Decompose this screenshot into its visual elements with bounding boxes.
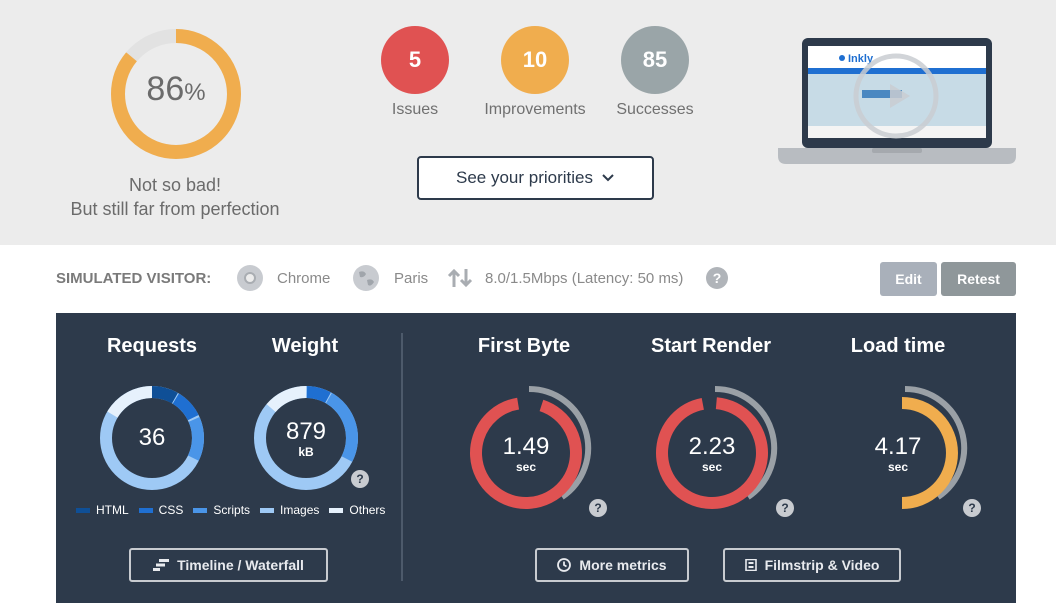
see-priorities-label: See your priorities <box>455 168 593 187</box>
successes-label: Successes <box>616 101 694 118</box>
summary-section: 86% Not so bad! But still far from perfe… <box>0 0 1056 245</box>
chevron-down-icon <box>602 174 614 182</box>
start-render-help-icon[interactable]: ? <box>776 499 794 517</box>
screenshot-logo-text: Inkly <box>848 53 874 65</box>
score-value: 86% <box>146 70 206 108</box>
legend-others: Others <box>329 503 385 517</box>
up-down-arrows-icon <box>447 268 473 288</box>
metrics-panel: Requests 36 Weight 879 kB ? HTML CSS Scr… <box>56 313 1016 603</box>
more-metrics-button[interactable]: More metrics <box>535 548 689 582</box>
clock-icon <box>557 558 572 572</box>
requests-title: Requests <box>106 335 198 357</box>
visitor-help-icon[interactable]: ? <box>706 267 728 289</box>
weight-scripts-segment <box>254 386 358 490</box>
start-render-title: Start Render <box>650 335 772 357</box>
improvements-label: Improvements <box>484 101 586 118</box>
site-screenshot-laptop[interactable]: Inkly <box>778 38 1016 164</box>
location-setting: Paris <box>352 262 428 294</box>
load-time-title: Load time <box>850 335 946 357</box>
filmstrip-video-button[interactable]: Filmstrip & Video <box>723 548 901 582</box>
legend-images: Images <box>260 503 319 517</box>
waterfall-icon <box>153 559 170 571</box>
verdict-line-2: But still far from perfection <box>70 199 280 219</box>
weight-donut <box>254 386 358 490</box>
simulated-visitor-row: SIMULATED VISITOR: Chrome Paris 8.0/1.5M… <box>56 262 1016 296</box>
request-type-legend: HTML CSS Scripts Images Others <box>76 503 386 517</box>
legend-scripts: Scripts <box>193 503 250 517</box>
load-time-gauge <box>901 385 968 509</box>
start-render-gauge <box>656 385 778 509</box>
requests-scripts-segment <box>100 386 204 490</box>
legend-html: HTML <box>76 503 129 517</box>
first-byte-gauge <box>470 385 592 509</box>
weight-value: 879 kB <box>285 418 327 460</box>
weight-help-icon[interactable]: ? <box>351 470 369 488</box>
weight-title: Weight <box>271 335 339 357</box>
retest-button[interactable]: Retest <box>941 262 1016 296</box>
more-metrics-label: More metrics <box>579 557 667 573</box>
connection-speed: 8.0/1.5Mbps (Latency: 50 ms) <box>485 269 684 287</box>
chrome-icon <box>237 265 263 291</box>
location-name: Paris <box>394 269 429 287</box>
first-byte-value: 1.49 sec <box>502 433 550 475</box>
first-byte-help-icon[interactable]: ? <box>589 499 607 517</box>
first-byte-title: First Byte <box>477 335 571 357</box>
browser-name: Chrome <box>277 269 331 287</box>
edit-button[interactable]: Edit <box>880 262 937 296</box>
see-priorities-button[interactable]: See your priorities <box>417 156 654 200</box>
filmstrip-icon <box>744 559 757 571</box>
verdict-line-1: Not so bad! <box>128 175 222 195</box>
timeline-waterfall-label: Timeline / Waterfall <box>177 557 304 573</box>
score-ring <box>111 29 241 159</box>
legend-css: CSS <box>138 503 183 517</box>
load-time-help-icon[interactable]: ? <box>963 499 981 517</box>
connection-setting: 8.0/1.5Mbps (Latency: 50 ms) <box>446 262 683 294</box>
requests-value: 36 <box>138 424 166 451</box>
panel-divider <box>401 333 403 581</box>
load-time-value: 4.17 sec <box>874 433 922 475</box>
timeline-waterfall-button[interactable]: Timeline / Waterfall <box>129 548 328 582</box>
requests-html-segment <box>100 386 204 490</box>
issues-label: Issues <box>391 101 439 118</box>
start-render-value: 2.23 sec <box>688 433 736 475</box>
weight-others-segment <box>254 386 358 490</box>
improvements-badge[interactable]: 10 <box>501 26 569 94</box>
requests-donut <box>100 386 204 490</box>
successes-badge[interactable]: 85 <box>621 26 689 94</box>
issues-badge[interactable]: 5 <box>381 26 449 94</box>
browser-setting: Chrome <box>236 262 330 294</box>
globe-icon <box>353 265 379 291</box>
simulated-visitor-label: SIMULATED VISITOR: <box>56 269 212 287</box>
filmstrip-video-label: Filmstrip & Video <box>764 557 880 573</box>
